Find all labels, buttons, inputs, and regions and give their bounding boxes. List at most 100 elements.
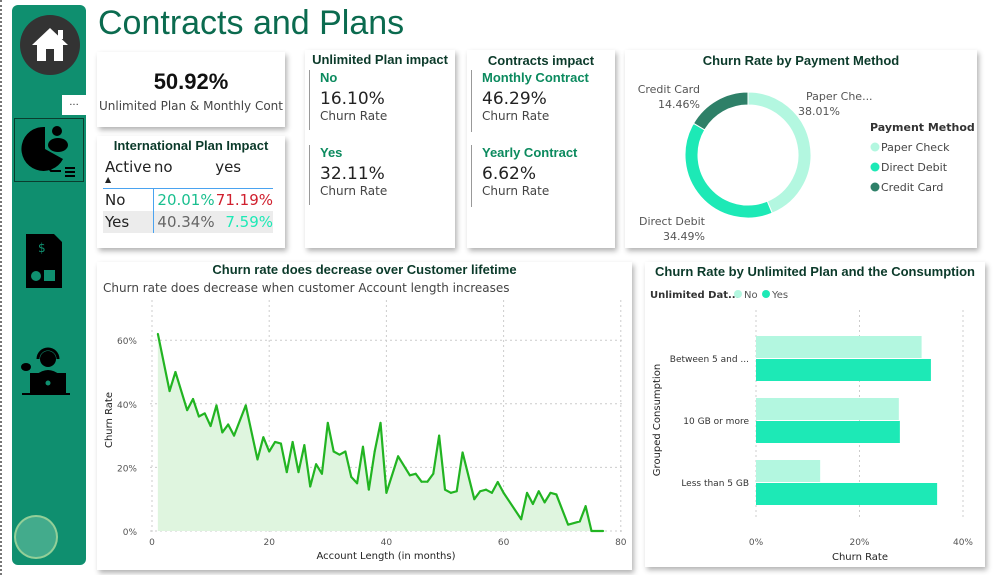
legend-item[interactable]: Paper Check [881,141,950,154]
home-button[interactable] [20,15,80,75]
more-options-button[interactable]: ... [62,95,86,115]
data-point [526,491,529,494]
data-point [203,412,206,415]
item-caption: Churn Rate [482,109,550,123]
data-point [291,440,294,443]
data-point [555,493,558,496]
kpi-card: 50.92% Unlimited Plan & Monthly Cont [97,52,285,127]
data-point [426,480,429,483]
data-point [332,450,335,453]
item-caption: Churn Rate [482,184,550,198]
data-point [473,498,476,501]
y-tick-label: 20% [117,464,137,474]
data-point [537,490,540,493]
legend-title: Unlimited Dat... [650,290,739,301]
donut-slice-credit-card[interactable] [692,91,749,131]
data-point [590,530,593,532]
data-point [320,472,323,475]
bar-no[interactable] [756,398,899,420]
canvas-border [0,0,4,575]
data-point [602,530,605,532]
data-point [361,445,364,448]
card-title: Unlimited Plan impact [312,52,448,67]
cell-value: 7.59% [225,213,273,231]
data-point [420,480,423,483]
legend-item[interactable]: No [744,290,758,301]
data-point [578,520,581,523]
bar-yes[interactable] [756,483,938,505]
multi-row-item: Monthly Contract 46.29% Churn Rate [471,70,589,132]
bar-yes[interactable] [756,421,900,443]
data-point [344,450,347,453]
x-tick-label: 20% [849,538,869,548]
nav-billing[interactable]: $ [24,232,64,294]
kpi-label: Unlimited Plan & Monthly Cont [98,99,283,113]
data-point [485,488,488,491]
multi-row-item: Yes 32.11% Churn Rate [309,145,387,205]
data-point [215,404,218,407]
data-point [338,453,341,456]
slice-value: 34.49% [663,230,705,243]
data-point [156,332,159,335]
chart-subtitle: Churn rate does decrease when customer A… [103,281,510,295]
data-point [479,490,482,493]
legend-marker [870,182,880,192]
y-tick-label: 60% [117,337,137,347]
data-point [397,455,400,458]
data-point [455,490,458,493]
data-point [356,482,359,485]
nav-customer-service[interactable] [20,345,72,401]
legend-item[interactable]: Credit Card [881,181,943,194]
item-label: Monthly Contract [482,70,589,85]
x-tick-label: 40% [953,538,973,548]
data-point [444,488,446,491]
column-header-yes[interactable]: yes [215,158,242,176]
slice-label: Paper Che... [806,90,873,103]
data-point [367,488,370,491]
data-point [274,440,277,443]
bar-yes[interactable] [756,359,931,381]
table-row: Yes 40.34% 7.59% [103,211,273,233]
category-label: Less than 5 GB [681,479,749,489]
data-point [543,501,546,504]
legend-item[interactable]: Yes [771,290,788,301]
svg-text:$: $ [38,241,46,255]
data-point [192,398,195,401]
data-point [490,491,493,494]
item-label: Yearly Contract [482,145,578,160]
watermark-logo [14,515,58,559]
x-axis-title: Churn Rate [832,552,888,563]
data-point [221,431,224,434]
bar-no[interactable] [756,336,922,358]
data-point [414,472,417,475]
chart-title: Churn rate does decrease over Customer l… [212,262,517,277]
item-caption: Churn Rate [320,184,388,198]
data-point [268,450,271,453]
y-tick-label: 0% [123,528,138,538]
legend-item[interactable]: Direct Debit [881,161,948,174]
donut-slice-direct-debit[interactable] [684,122,773,219]
bar-no[interactable] [756,460,821,482]
row-label: Yes [103,211,155,233]
data-point [584,505,587,508]
column-header-active[interactable]: Active ▲ [103,158,154,189]
category-label: Between 5 and ... [670,355,749,365]
nav-contracts-and-plans[interactable] [14,118,84,182]
data-point [256,458,259,461]
data-point [244,404,247,407]
legend-marker [734,290,742,298]
data-point [496,481,499,484]
data-point [174,371,177,373]
data-point [209,425,212,428]
data-point [373,450,376,453]
unlimited-plan-card: Unlimited Plan impact No 16.10% Churn Ra… [305,50,455,248]
headset-agent-icon [21,347,70,395]
sort-ascending-icon: ▲ [105,175,112,184]
x-axis-title: Account Length (in months) [317,551,456,562]
legend-marker [870,162,880,172]
x-tick-label: 40 [381,538,393,548]
slice-label: Direct Debit [639,215,706,228]
x-tick-label: 0% [749,538,764,548]
column-header-no[interactable]: no [153,158,173,176]
